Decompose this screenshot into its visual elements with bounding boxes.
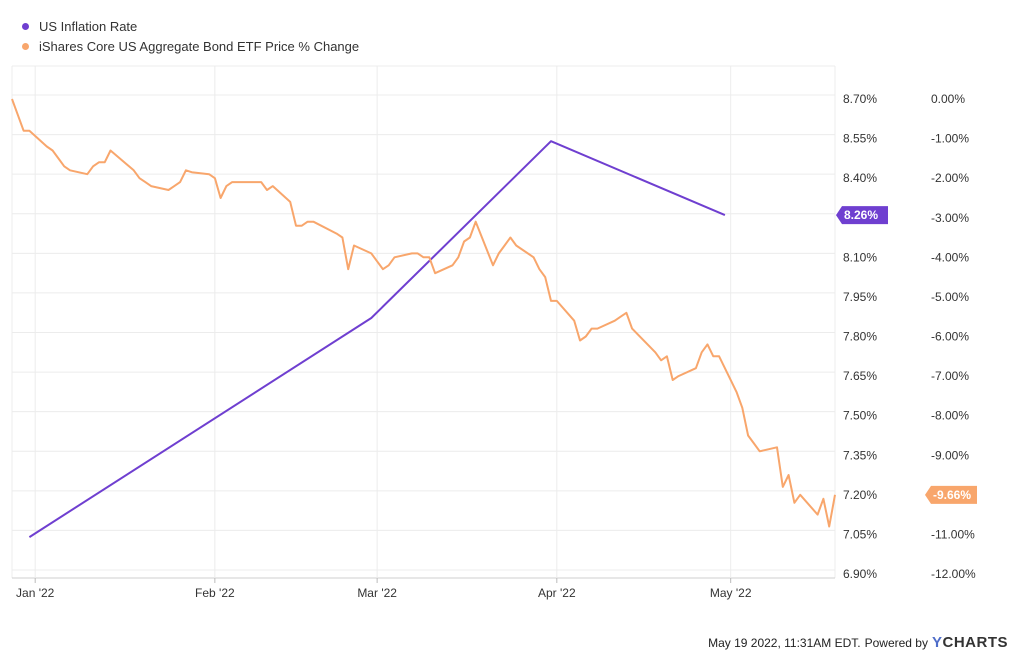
y-tick-label-right: -3.00% <box>931 211 969 225</box>
legend-item-inflation[interactable]: US Inflation Rate <box>22 16 359 36</box>
y-tick-label-left: 7.05% <box>843 527 877 541</box>
y-tick-label-right: -9.00% <box>931 448 969 462</box>
y-tick-label-right: -4.00% <box>931 250 969 264</box>
footer-timestamp: May 19 2022, 11:31AM EDT. <box>708 636 861 650</box>
legend-item-bond-etf[interactable]: iShares Core US Aggregate Bond ETF Price… <box>22 36 359 56</box>
y-tick-label-right: -7.00% <box>931 369 969 383</box>
value-flag-label-bond-etf: -9.66% <box>933 488 971 502</box>
footer-powered-by: Powered by <box>864 636 928 650</box>
y-tick-label-left: 7.35% <box>843 448 877 462</box>
y-tick-label-left: 7.50% <box>843 409 877 423</box>
y-tick-label-left: 8.10% <box>843 250 877 264</box>
y-tick-label-right: -8.00% <box>931 409 969 423</box>
legend: US Inflation Rate iShares Core US Aggreg… <box>22 16 359 56</box>
series-line-bond-etf <box>11 98 836 528</box>
y-tick-label-right: -6.00% <box>931 330 969 344</box>
x-tick-label: Jan '22 <box>16 586 55 600</box>
legend-label-bond-etf: iShares Core US Aggregate Bond ETF Price… <box>39 38 360 54</box>
x-tick-label: Apr '22 <box>538 586 576 600</box>
y-tick-label-right: -11.00% <box>931 527 975 541</box>
legend-label-inflation: US Inflation Rate <box>39 18 138 34</box>
y-tick-label-left: 8.40% <box>843 171 877 185</box>
y-tick-label-left: 7.95% <box>843 290 877 304</box>
y-tick-label-left: 8.70% <box>843 92 877 106</box>
value-flag-label-inflation: 8.26% <box>844 208 878 222</box>
y-tick-label-left: 8.55% <box>843 132 877 146</box>
ycharts-logo-rest: CHARTS <box>942 634 1008 651</box>
series-line-inflation <box>28 140 726 538</box>
ycharts-logo[interactable]: YCHARTS <box>932 634 1008 651</box>
y-tick-label-left: 7.80% <box>843 330 877 344</box>
value-flag-bond-etf <box>925 485 977 504</box>
y-tick-label-right: -1.00% <box>931 132 969 146</box>
ycharts-logo-y: Y <box>931 634 943 651</box>
y-tick-label-right: 0.00% <box>931 92 965 106</box>
x-tick-label: May '22 <box>710 586 752 600</box>
x-tick-label: Mar '22 <box>357 586 397 600</box>
y-tick-label-left: 6.90% <box>843 567 877 581</box>
legend-dot-inflation <box>22 22 29 30</box>
value-flag-inflation <box>836 206 888 225</box>
y-tick-label-right: -2.00% <box>931 171 969 185</box>
footer: May 19 2022, 11:31AM EDT. Powered by YCH… <box>708 634 1008 651</box>
y-tick-label-left: 7.65% <box>843 369 877 383</box>
y-tick-label-right: -12.00% <box>931 567 976 581</box>
y-tick-label-right: -5.00% <box>931 290 969 304</box>
x-tick-label: Feb '22 <box>195 586 235 600</box>
y-tick-label-left: 7.20% <box>843 488 877 502</box>
legend-dot-bond-etf <box>22 42 29 50</box>
